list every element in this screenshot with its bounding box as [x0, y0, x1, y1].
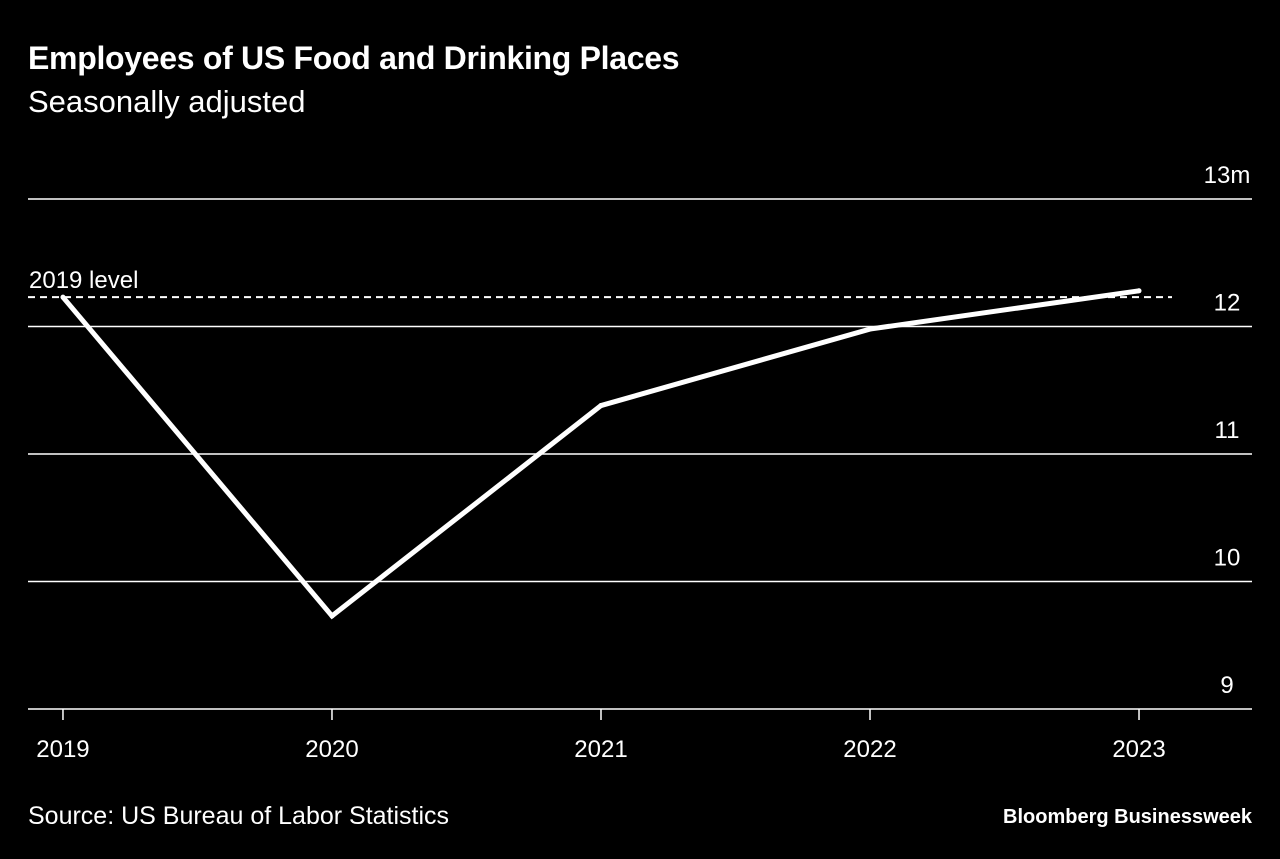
data-point — [60, 294, 66, 300]
x-tick-label: 2019 — [36, 736, 89, 763]
x-tick-label: 2021 — [574, 736, 627, 763]
data-point — [598, 403, 604, 409]
y-tick-label: 10 — [1214, 545, 1241, 572]
chart-title: Employees of US Food and Drinking Places — [28, 40, 680, 76]
reference-line-label: 2019 level — [29, 267, 138, 294]
x-tick-label: 2020 — [305, 736, 358, 763]
data-point — [867, 326, 873, 332]
x-tick-label: 2023 — [1112, 736, 1165, 763]
y-tick-label: 12 — [1214, 290, 1241, 317]
source-note: Source: US Bureau of Labor Statistics — [28, 802, 450, 830]
y-tick-label: 13m — [1204, 162, 1251, 189]
brand-logo: Bloomberg Businessweek — [1003, 806, 1252, 828]
data-point — [1136, 288, 1142, 294]
y-tick-label: 9 — [1220, 672, 1233, 699]
x-tick-label: 2022 — [843, 736, 896, 763]
chart-subtitle: Seasonally adjusted — [28, 84, 306, 119]
data-point — [329, 613, 335, 619]
y-tick-label: 11 — [1215, 417, 1240, 444]
